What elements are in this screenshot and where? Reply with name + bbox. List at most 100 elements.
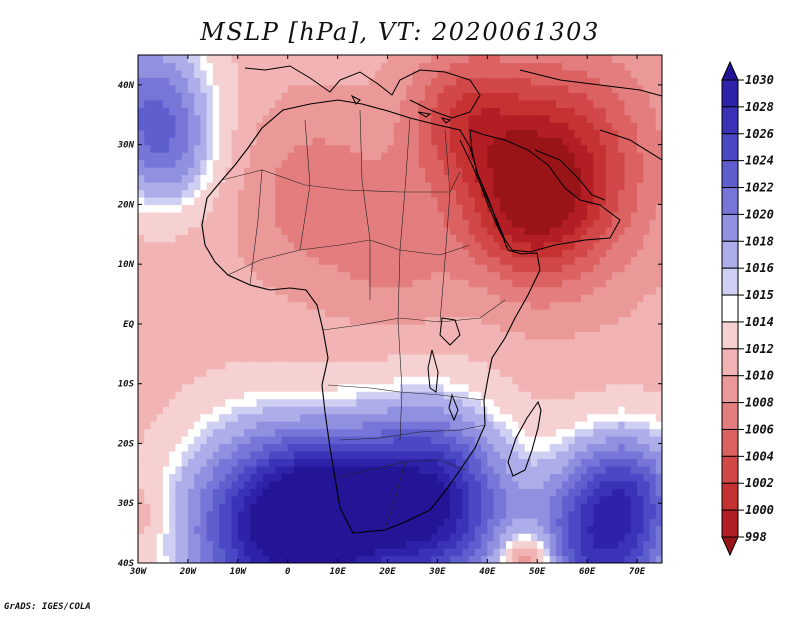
field-cell [138,144,145,153]
field-cell [350,495,357,504]
field-cell [568,204,576,213]
field-cell [580,323,588,333]
field-cell [443,383,451,392]
field-cell [181,480,189,489]
field-cell [162,346,170,355]
field-cell [437,443,445,452]
field-cell [325,167,332,176]
field-cell [412,241,420,250]
field-cell [331,376,339,385]
field-cell [418,309,426,318]
field-cell [169,465,177,474]
field-cell [206,99,214,108]
field-cell [350,368,357,377]
field-cell [375,144,382,153]
field-cell [181,159,189,168]
field-cell [524,137,532,146]
field-cell [368,413,376,422]
field-cell [449,174,457,183]
field-cell [318,338,326,347]
field-cell [412,368,420,377]
field-cell [194,271,201,280]
field-cell [587,114,594,123]
field-cell [237,376,245,385]
field-cell [144,167,152,176]
field-cell [431,256,439,265]
field-cell [524,353,532,362]
field-cell [343,77,351,86]
field-cell [568,323,576,333]
field-cell [580,540,588,549]
field-cell [587,548,594,557]
field-cell [468,211,476,220]
field-cell [244,271,251,280]
field-cell [312,226,320,235]
field-cell [156,294,164,303]
field-cell [212,540,220,549]
field-cell [587,406,594,415]
field-cell [256,480,264,489]
field-cell [487,540,495,549]
field-cell [543,69,551,79]
field-cell [325,353,332,362]
field-cell [474,279,482,288]
field-cell [506,338,513,347]
field-cell [275,525,283,534]
field-cell [312,122,320,131]
field-cell [468,495,476,504]
field-cell [562,256,570,265]
field-cell [262,256,270,265]
field-cell [244,353,251,362]
field-cell [474,533,482,542]
field-cell [531,182,538,191]
field-cell [256,107,264,116]
field-cell [237,323,245,333]
field-cell [356,480,364,489]
field-cell [449,62,457,71]
field-cell [406,144,414,153]
field-cell [375,84,382,93]
field-cell [543,488,551,497]
field-cell [549,316,557,325]
field-cell [212,353,220,362]
field-cell [506,77,513,86]
field-cell [437,338,445,347]
field-cell [181,376,189,385]
field-cell [406,450,414,460]
field-cell [456,503,463,512]
field-cell [162,540,170,549]
field-cell [350,144,357,153]
field-cell [144,465,152,474]
field-cell [231,309,239,318]
field-cell [555,338,563,347]
field-cell [256,436,264,445]
field-cell [331,480,339,489]
field-cell [474,540,482,549]
field-cell [237,473,245,482]
field-cell [406,182,414,191]
field-cell [162,353,170,362]
field-cell [580,428,588,437]
field-cell [281,294,289,303]
field-cell [568,211,576,220]
field-cell [549,84,557,93]
field-cell [244,174,251,183]
field-cell [375,77,382,86]
field-cell [306,69,314,79]
field-cell [531,174,538,183]
field-cell [269,331,276,340]
field-cell [275,346,283,355]
field-cell [424,55,432,64]
field-cell [468,84,476,93]
field-cell [293,436,301,445]
field-cell [306,167,314,176]
field-cell [543,241,551,250]
field-cell [219,234,226,243]
field-cell [406,69,414,79]
field-cell [499,518,507,527]
field-cell [387,264,395,273]
field-cell [512,458,520,467]
field-cell [194,211,201,220]
field-cell [262,234,270,243]
field-cell [531,286,538,295]
